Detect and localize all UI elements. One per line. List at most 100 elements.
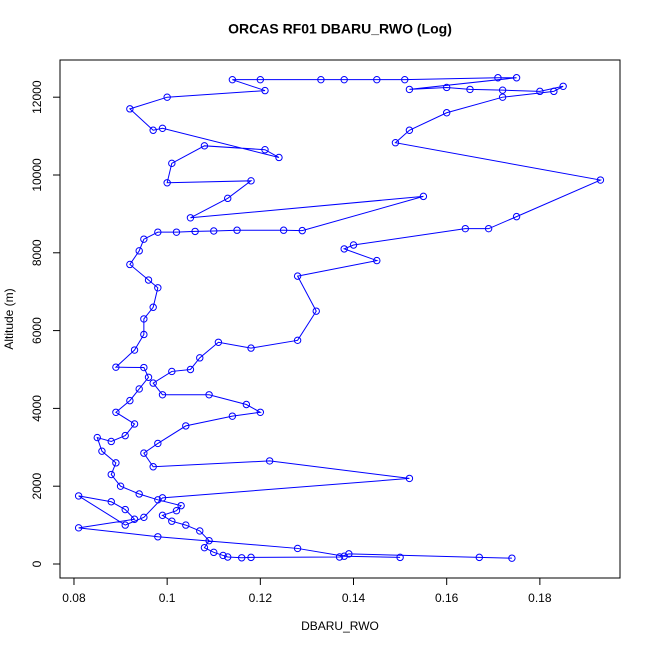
data-point xyxy=(256,75,265,84)
data-point xyxy=(461,224,470,233)
data-point xyxy=(210,548,218,557)
data-point xyxy=(512,212,521,221)
data-point xyxy=(475,553,484,562)
y-axis-label: Altitude (m) xyxy=(2,288,16,349)
data-point xyxy=(242,400,251,409)
data-point xyxy=(121,521,129,529)
chart-title: ORCAS RF01 DBARU_RWO (Log) xyxy=(228,21,452,37)
data-point xyxy=(210,227,218,235)
data-point xyxy=(93,433,101,442)
data-point xyxy=(205,536,213,545)
data-point xyxy=(293,272,302,280)
data-point xyxy=(182,521,190,529)
data-point xyxy=(298,226,306,235)
data-point xyxy=(130,420,139,428)
data-point xyxy=(200,543,209,552)
data-point xyxy=(154,228,162,236)
data-point xyxy=(168,367,176,376)
data-point xyxy=(191,227,199,236)
data-point xyxy=(196,354,204,362)
x-tick-label: 0.16 xyxy=(435,591,459,605)
data-point xyxy=(219,551,227,560)
data-point xyxy=(168,517,176,525)
data-point xyxy=(130,346,139,354)
data-point xyxy=(149,463,157,471)
data-point xyxy=(391,139,400,147)
data-point xyxy=(154,439,162,448)
data-point xyxy=(107,470,115,479)
data-point xyxy=(484,224,493,233)
data-point xyxy=(349,241,358,249)
data-point xyxy=(126,105,134,113)
data-point xyxy=(172,228,181,236)
x-tick-label: 0.12 xyxy=(249,591,273,605)
data-point xyxy=(140,449,148,457)
x-tick-label: 0.08 xyxy=(62,591,86,605)
x-tick-label: 0.14 xyxy=(342,591,366,605)
data-point xyxy=(247,177,255,185)
data-point xyxy=(163,179,171,187)
data-point xyxy=(466,85,474,94)
data-point xyxy=(214,338,223,346)
data-point xyxy=(247,553,255,562)
data-point xyxy=(144,373,153,381)
data-point xyxy=(149,303,157,311)
y-tick-label: 10000 xyxy=(30,158,44,192)
data-point xyxy=(74,524,83,532)
data-point xyxy=(312,307,320,315)
data-point xyxy=(158,494,167,502)
data-point xyxy=(126,396,134,405)
data-point xyxy=(405,474,414,483)
data-point xyxy=(154,284,162,292)
data-point xyxy=(596,176,605,184)
data-point xyxy=(140,235,148,243)
x-tick-label: 0.18 xyxy=(528,591,552,605)
data-point xyxy=(158,124,167,133)
data-point xyxy=(265,457,274,465)
data-point xyxy=(233,226,241,234)
data-point xyxy=(340,552,348,560)
data-point xyxy=(224,194,232,203)
data-point xyxy=(261,146,269,154)
data-point xyxy=(121,431,129,440)
data-point xyxy=(140,330,148,339)
data-point xyxy=(419,192,428,201)
data-point xyxy=(126,260,134,269)
data-point xyxy=(279,226,288,234)
data-point xyxy=(158,511,167,520)
data-point xyxy=(112,459,120,467)
data-point xyxy=(140,513,148,522)
data-point xyxy=(237,554,246,562)
data-point xyxy=(228,75,237,84)
data-point xyxy=(177,501,185,510)
data-point xyxy=(345,550,353,558)
data-point xyxy=(498,86,507,94)
data-point xyxy=(228,412,237,420)
data-point xyxy=(293,544,302,553)
data-point xyxy=(135,385,143,393)
data-point xyxy=(74,492,83,500)
y-tick-label: 2000 xyxy=(30,473,44,500)
data-point xyxy=(224,553,232,561)
data-point xyxy=(550,87,558,96)
data-point xyxy=(498,93,507,101)
data-point xyxy=(121,505,129,514)
data-point xyxy=(168,159,176,168)
data-point xyxy=(442,83,451,92)
data-point xyxy=(256,408,265,416)
data-point xyxy=(163,93,171,101)
data-point xyxy=(186,214,195,222)
data-point xyxy=(154,496,162,504)
series-line xyxy=(78,77,603,559)
data-point xyxy=(135,490,143,498)
data-point xyxy=(140,315,148,323)
data-point xyxy=(396,553,404,562)
data-point xyxy=(340,75,348,84)
data-point xyxy=(508,554,516,562)
data-point xyxy=(293,336,302,345)
data-point xyxy=(144,276,153,284)
data-point xyxy=(442,109,451,117)
data-point xyxy=(154,533,162,541)
data-point xyxy=(559,82,567,90)
